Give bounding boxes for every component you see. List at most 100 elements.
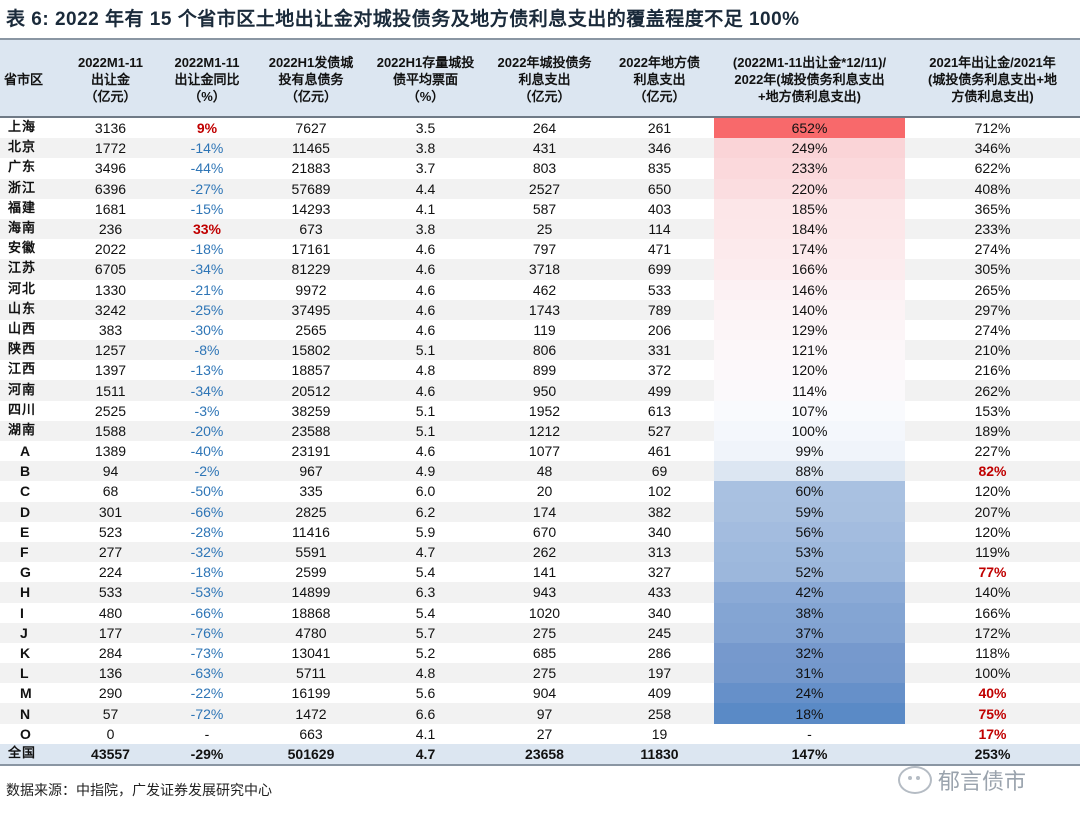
cell-land: 224 — [62, 562, 159, 583]
table-row: O 0-663 4.1 27 19-17% — [0, 723, 1080, 744]
cell-cover22: 146% — [714, 279, 905, 300]
cell-yoy: -18% — [159, 562, 255, 583]
cell-local-int: 313 — [605, 541, 714, 563]
cell-debt: 14899 — [255, 582, 367, 603]
cell-cover22: 56% — [714, 521, 905, 542]
cell-cover21: 274% — [905, 239, 1080, 260]
cell-local-int: 258 — [605, 703, 714, 724]
table-row: A 1389 -40% 23191 4.6 1077 461 99% 227% — [0, 441, 1080, 462]
cell-yoy: -28% — [159, 521, 255, 542]
cell-lgfv-int: 462 — [484, 279, 605, 300]
cell-cover22: 140% — [714, 299, 905, 320]
cell-name: H — [0, 582, 62, 603]
cell-cover21: 253% — [905, 743, 1080, 767]
cell-name: 陕西 — [0, 340, 62, 361]
cell-coupon: 6.6 — [367, 703, 484, 724]
cell-coupon: 6.3 — [367, 582, 484, 603]
cell-cover21: 216% — [905, 360, 1080, 381]
cell-local-int: 433 — [605, 582, 714, 603]
cell-debt: 1472 — [255, 703, 367, 724]
cell-name: 浙江 — [0, 178, 62, 199]
cell-yoy: -40% — [159, 441, 255, 462]
cell-local-int: 699 — [605, 259, 714, 280]
cell-yoy: -32% — [159, 541, 255, 563]
column-header: 2021年出让金/2021年 (城投债务利息支出+地 方债利息支出) — [905, 38, 1080, 118]
table-row: 北京 1772 -14% 11465 3.8 431 346 249% 346% — [0, 138, 1080, 159]
cell-local-int: 11830 — [605, 743, 714, 767]
cell-cover21: 712% — [905, 117, 1080, 139]
cell-land: 1330 — [62, 279, 159, 300]
cell-debt: 14293 — [255, 198, 367, 219]
cell-coupon: 5.4 — [367, 602, 484, 623]
table-row: E 523 -28% 11416 5.9 670 340 56% 120% — [0, 521, 1080, 542]
cell-lgfv-int: 1020 — [484, 602, 605, 623]
cell-cover22: 185% — [714, 198, 905, 219]
table-title: 表 6: 2022 年有 15 个省市区土地出让金对城投债务及地方债利息支出的覆… — [6, 9, 800, 30]
cell-name: 福建 — [0, 198, 62, 219]
cell-lgfv-int: 275 — [484, 663, 605, 684]
cell-lgfv-int: 20 — [484, 481, 605, 502]
cell-debt: 18857 — [255, 360, 367, 381]
cell-cover22: 184% — [714, 218, 905, 240]
cell-lgfv-int: 23658 — [484, 743, 605, 767]
cell-land: 523 — [62, 521, 159, 542]
table-row: 陕西 1257 -8% 15802 5.1 806 331 121% 210% — [0, 340, 1080, 361]
cell-cover21: 346% — [905, 138, 1080, 159]
cell-yoy: -25% — [159, 299, 255, 320]
cell-yoy: -22% — [159, 683, 255, 704]
table-row: 山东 3242 -25% 37495 4.6 1743 789 140% 297% — [0, 299, 1080, 320]
watermark: 郁言债市 — [898, 764, 1026, 796]
cell-local-int: 527 — [605, 420, 714, 441]
cell-coupon: 4.6 — [367, 279, 484, 300]
table-body: 上海 3136 9% 7627 3.5 264 261 652% 712% 北京 1772 -14% 1… — [0, 117, 1080, 767]
cell-local-int: 327 — [605, 562, 714, 583]
cell-local-int: 340 — [605, 521, 714, 542]
cell-debt: 7627 — [255, 117, 367, 139]
cell-land: 6396 — [62, 178, 159, 199]
table-row: J 177 -76% 4780 5.7 275 245 37% 172% — [0, 622, 1080, 643]
cell-cover21: 207% — [905, 501, 1080, 522]
cell-local-int: 613 — [605, 400, 714, 421]
cell-local-int: 69 — [605, 461, 714, 482]
cell-cover21: 75% — [905, 703, 1080, 724]
data-source-note: 数据来源：中指院，广发证券发展研究中心 — [6, 783, 272, 799]
table-row: 安徽 2022 -18% 17161 4.6 797 471 174% 274% — [0, 239, 1080, 260]
cell-lgfv-int: 803 — [484, 158, 605, 179]
cell-lgfv-int: 25 — [484, 218, 605, 240]
cell-local-int: 461 — [605, 441, 714, 462]
cell-coupon: 3.7 — [367, 158, 484, 179]
cell-cover21: 77% — [905, 562, 1080, 583]
cell-coupon: 5.9 — [367, 521, 484, 542]
table-row: 河南 1511 -34% 20512 4.6 950 499 114% 262% — [0, 380, 1080, 401]
cell-land: 290 — [62, 683, 159, 704]
cell-local-int: 789 — [605, 299, 714, 320]
cell-lgfv-int: 1743 — [484, 299, 605, 320]
cell-coupon: 3.8 — [367, 138, 484, 159]
cell-land: 3496 — [62, 158, 159, 179]
cell-land: 1389 — [62, 441, 159, 462]
cell-name: 河北 — [0, 279, 62, 300]
cell-debt: 17161 — [255, 239, 367, 260]
cell-cover22: 53% — [714, 541, 905, 563]
cell-name: 江西 — [0, 360, 62, 381]
cell-lgfv-int: 904 — [484, 683, 605, 704]
table-row: C 68 -50% 335 6.0 20 102 60% 120% — [0, 481, 1080, 502]
cell-lgfv-int: 275 — [484, 622, 605, 643]
cell-yoy: -30% — [159, 319, 255, 341]
cell-coupon: 5.7 — [367, 622, 484, 643]
column-header: 2022H1发债城 投有息债务 （亿元） — [255, 38, 367, 118]
table-row: 福建 1681 -15% 14293 4.1 587 403 185% 365% — [0, 198, 1080, 219]
cell-coupon: 4.6 — [367, 380, 484, 401]
cell-cover21: 227% — [905, 441, 1080, 462]
table-row: H 533 -53% 14899 6.3 943 433 42% 140% — [0, 582, 1080, 603]
total-row: 全国 43557 -29% 501629 4.7 23658 11830 147% 253% — [0, 743, 1080, 767]
cell-debt: 11465 — [255, 138, 367, 159]
cell-yoy: -34% — [159, 380, 255, 401]
cell-debt: 20512 — [255, 380, 367, 401]
cell-cover21: 119% — [905, 541, 1080, 563]
cell-yoy: 33% — [159, 218, 255, 240]
cell-local-int: 286 — [605, 642, 714, 664]
cell-debt: 663 — [255, 723, 367, 744]
cell-local-int: 19 — [605, 723, 714, 744]
cell-yoy: -18% — [159, 239, 255, 260]
